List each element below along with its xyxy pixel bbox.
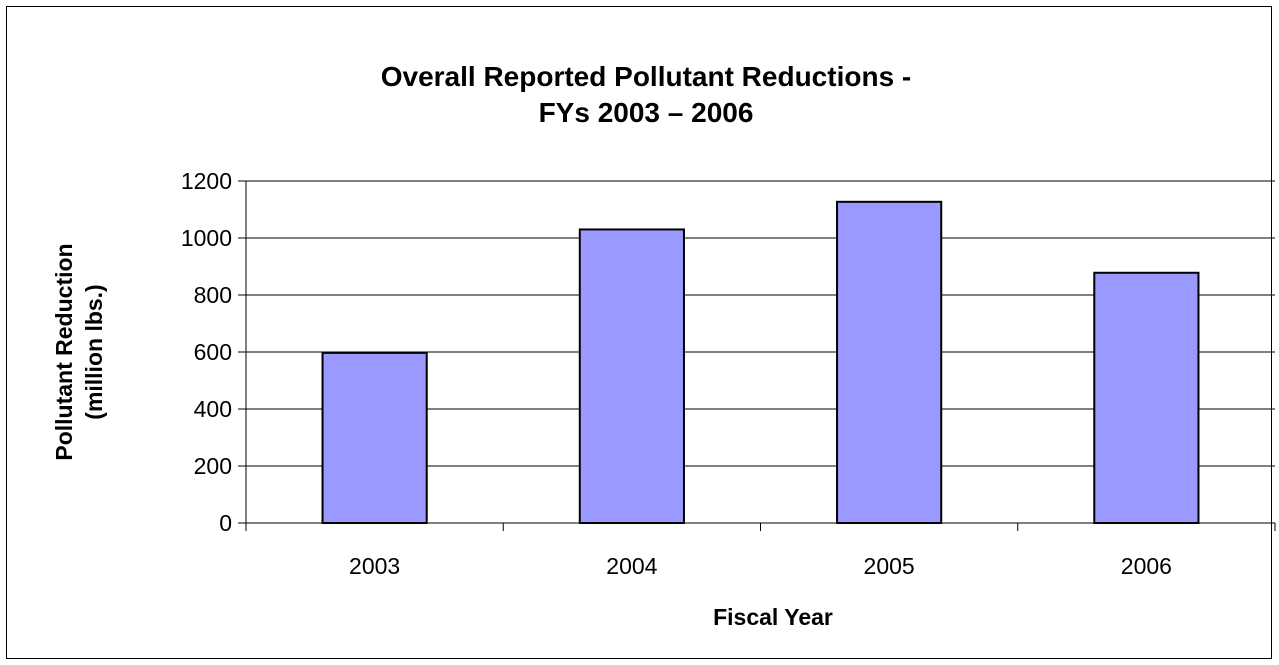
y-axis-ticks: 0 200 400 600 800 1000 1200 [181, 168, 232, 536]
x-tick-label: 2004 [606, 553, 657, 579]
x-axis-title: Fiscal Year [713, 604, 833, 630]
y-tick-label: 600 [194, 339, 232, 365]
chart-title: Overall Reported Pollutant Reductions - … [381, 61, 912, 128]
y-tick-label: 1000 [181, 225, 232, 251]
y-axis-title-line-2: (million lbs.) [81, 284, 107, 419]
y-axis-title-line-1: Pollutant Reduction [51, 243, 77, 460]
y-axis-title: Pollutant Reduction (million lbs.) [51, 243, 107, 460]
bar-2003 [321, 351, 428, 525]
bars [321, 200, 1200, 525]
y-tick-label: 200 [194, 453, 232, 479]
y-tick-label: 1200 [181, 168, 232, 194]
bar-2004 [578, 228, 685, 524]
x-axis [245, 181, 1276, 531]
x-tick-label: 2005 [864, 553, 915, 579]
bar-2006 [1093, 271, 1200, 524]
chart-title-line-1: Overall Reported Pollutant Reductions - [381, 61, 912, 92]
bar-2005 [836, 200, 943, 524]
y-tick-label: 0 [219, 510, 232, 536]
x-axis-ticks: 2003 2004 2005 2006 [349, 553, 1172, 579]
x-tick-label: 2006 [1121, 553, 1172, 579]
y-tick-label: 800 [194, 282, 232, 308]
x-tick-label: 2003 [349, 553, 400, 579]
chart-title-line-2: FYs 2003 – 2006 [539, 97, 754, 128]
y-tick-label: 400 [194, 396, 232, 422]
